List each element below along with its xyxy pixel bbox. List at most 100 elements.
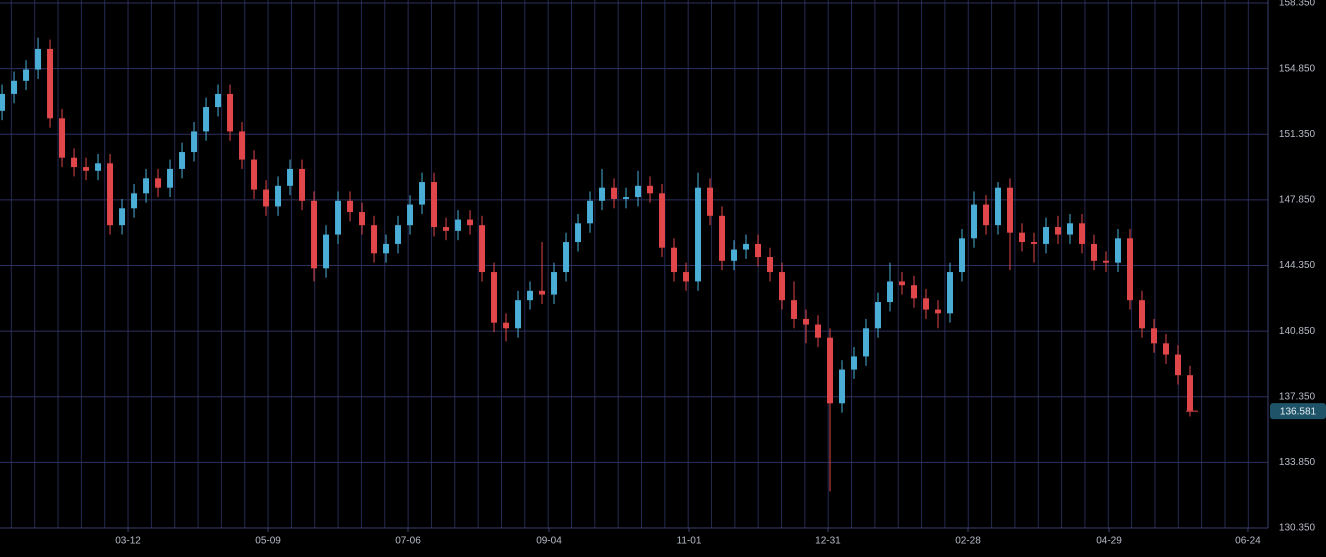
candle-body xyxy=(1007,187,1014,233)
candle-body xyxy=(731,249,738,261)
candle-body xyxy=(407,204,414,226)
candle-body xyxy=(107,163,114,226)
y-tick-label: 158.350 xyxy=(1279,0,1316,9)
y-tick-label: 154.850 xyxy=(1279,63,1316,74)
x-tick-label: 07-06 xyxy=(395,536,421,547)
candle-body xyxy=(431,182,438,228)
candle-body xyxy=(395,225,402,244)
candle-body xyxy=(875,302,882,329)
candle-body xyxy=(95,163,102,171)
candle-body xyxy=(359,212,366,226)
candle-body xyxy=(419,182,426,205)
y-tick-label: 137.350 xyxy=(1279,391,1316,402)
candle-body xyxy=(1163,343,1170,355)
candle-body xyxy=(143,178,150,194)
last-price-label: 136.581 xyxy=(1280,406,1317,417)
candle-body xyxy=(119,208,126,226)
candle-body xyxy=(803,318,810,325)
candle-body xyxy=(191,131,198,153)
candle-body xyxy=(11,80,18,94)
candle-body xyxy=(1139,300,1146,329)
candle-body xyxy=(311,200,318,269)
candle-body xyxy=(719,215,726,261)
candle-body xyxy=(299,168,306,201)
candle-body xyxy=(203,107,210,132)
candle-body xyxy=(815,324,822,338)
candle-body xyxy=(959,238,966,273)
candle-body xyxy=(323,234,330,269)
candle-body xyxy=(491,272,498,323)
x-tick-label: 05-09 xyxy=(255,536,281,547)
candle-body xyxy=(863,328,870,357)
candle-body xyxy=(767,257,774,273)
candle-body xyxy=(1151,328,1158,344)
candle-body xyxy=(347,200,354,213)
candle-body xyxy=(923,298,930,310)
candle-body xyxy=(743,243,750,250)
candle-body xyxy=(455,219,462,231)
candle-body xyxy=(1103,260,1110,263)
candle-body xyxy=(215,93,222,108)
y-tick-label: 147.850 xyxy=(1279,195,1316,206)
candle-body xyxy=(551,272,558,295)
candle-body xyxy=(83,167,90,171)
candle-body xyxy=(371,225,378,254)
candle-body xyxy=(851,356,858,370)
candle-body xyxy=(635,185,642,198)
candle-body xyxy=(251,159,258,190)
candle-body xyxy=(887,281,894,303)
y-tick-label: 151.350 xyxy=(1279,129,1316,140)
candle-body xyxy=(659,193,666,248)
candle-body xyxy=(1067,223,1074,235)
candle-body xyxy=(599,187,606,201)
candle-body xyxy=(287,168,294,186)
candle-body xyxy=(0,93,6,111)
candle-body xyxy=(1091,243,1098,261)
candle-body xyxy=(383,243,390,254)
candle-body xyxy=(23,69,30,81)
candle-body xyxy=(683,272,690,282)
candle-body xyxy=(707,187,714,216)
candle-body xyxy=(167,168,174,188)
x-tick-label: 12-31 xyxy=(815,536,841,547)
y-tick-label: 130.350 xyxy=(1279,523,1316,534)
candle-body xyxy=(155,178,162,188)
candle-body xyxy=(983,204,990,226)
candle-body xyxy=(479,225,486,273)
x-tick-label: 02-28 xyxy=(955,536,981,547)
candle-body xyxy=(779,272,786,301)
candle-body xyxy=(935,309,942,314)
candle-body xyxy=(839,369,846,404)
candle-body xyxy=(611,187,618,199)
candle-body xyxy=(647,185,654,194)
candle-body xyxy=(899,281,906,286)
candle-body xyxy=(791,300,798,319)
candle-body xyxy=(263,189,270,207)
candle-body xyxy=(827,337,834,404)
candle-body xyxy=(71,157,78,168)
candle-body xyxy=(515,300,522,329)
candle-body xyxy=(527,290,534,301)
candle-body xyxy=(443,227,450,231)
candle-body xyxy=(947,272,954,314)
candle-body xyxy=(239,131,246,160)
candle-body xyxy=(47,48,54,119)
candle-body xyxy=(179,152,186,169)
candle-body xyxy=(563,242,570,273)
candle-body xyxy=(1019,232,1026,243)
candle-body xyxy=(1187,375,1194,411)
y-tick-label: 140.850 xyxy=(1279,326,1316,337)
candle-body xyxy=(1043,227,1050,244)
x-tick-label: 03-12 xyxy=(115,536,141,547)
candle-body xyxy=(1127,238,1134,301)
x-tick-label: 06-24 xyxy=(1235,536,1261,547)
candle-body xyxy=(575,223,582,243)
candle-body xyxy=(335,200,342,235)
candle-body xyxy=(695,187,702,282)
candle-body xyxy=(587,200,594,224)
candle-body xyxy=(623,197,630,199)
candle-body xyxy=(1031,242,1038,244)
candle-body xyxy=(911,285,918,299)
candle-body xyxy=(35,48,42,70)
